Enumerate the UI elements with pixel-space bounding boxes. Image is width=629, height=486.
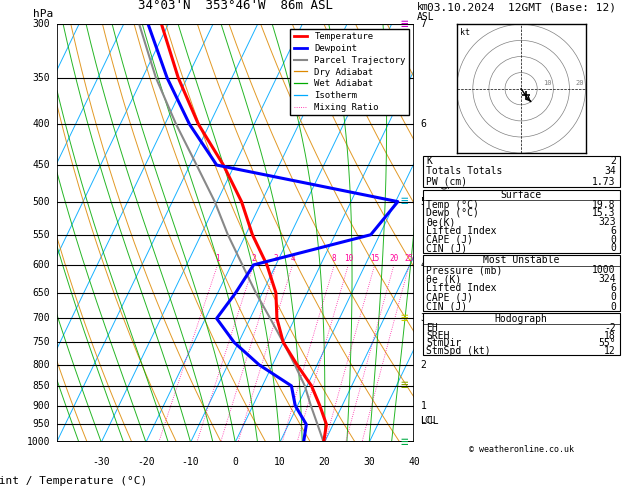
- Text: -30: -30: [92, 457, 110, 467]
- Text: 900: 900: [32, 400, 50, 411]
- Text: 300: 300: [32, 19, 50, 29]
- Text: -20: -20: [137, 457, 155, 467]
- Text: EH: EH: [426, 323, 438, 333]
- Text: ≡: ≡: [400, 195, 408, 208]
- Text: 450: 450: [32, 160, 50, 170]
- Text: 2: 2: [421, 360, 426, 370]
- Text: © weatheronline.co.uk: © weatheronline.co.uk: [469, 445, 574, 454]
- Text: 20: 20: [389, 254, 399, 263]
- Text: 20: 20: [319, 457, 330, 467]
- Text: 40: 40: [408, 457, 420, 467]
- Text: 1000: 1000: [593, 265, 616, 276]
- Text: 7: 7: [421, 19, 426, 29]
- Text: LCL: LCL: [421, 416, 438, 426]
- Text: 1000: 1000: [26, 437, 50, 447]
- Text: 25: 25: [404, 254, 414, 263]
- Text: ≡: ≡: [400, 312, 408, 325]
- Text: 2: 2: [252, 254, 256, 263]
- Text: 8: 8: [332, 254, 337, 263]
- Text: ≡: ≡: [400, 18, 408, 31]
- Text: 15.3: 15.3: [593, 208, 616, 218]
- Text: 30: 30: [364, 457, 375, 467]
- Text: 0: 0: [610, 243, 616, 253]
- Text: Dewp (°C): Dewp (°C): [426, 208, 479, 218]
- Text: Temp (°C): Temp (°C): [426, 200, 479, 209]
- Text: 323: 323: [598, 217, 616, 227]
- Text: 5: 5: [421, 197, 426, 207]
- Text: 34°03'N  353°46'W  86m ASL: 34°03'N 353°46'W 86m ASL: [138, 0, 333, 12]
- Text: 4: 4: [421, 260, 426, 270]
- Text: 400: 400: [32, 119, 50, 129]
- Text: 20: 20: [576, 81, 584, 87]
- Text: Mixing Ratio (g/kg): Mixing Ratio (g/kg): [440, 177, 450, 289]
- Text: 6: 6: [610, 283, 616, 294]
- Text: CAPE (J): CAPE (J): [426, 293, 474, 302]
- Text: 650: 650: [32, 288, 50, 298]
- Text: 55°: 55°: [598, 338, 616, 348]
- Text: 0: 0: [232, 457, 238, 467]
- Text: Hodograph: Hodograph: [494, 314, 548, 324]
- Text: 324: 324: [598, 275, 616, 284]
- Text: 10: 10: [543, 81, 552, 87]
- Text: 0: 0: [610, 235, 616, 244]
- Text: ≡: ≡: [400, 380, 408, 392]
- Text: 2: 2: [610, 156, 616, 166]
- Text: Dewpoint / Temperature (°C): Dewpoint / Temperature (°C): [0, 476, 148, 486]
- Text: 15: 15: [370, 254, 379, 263]
- Text: 500: 500: [32, 197, 50, 207]
- Text: 03.10.2024  12GMT (Base: 12): 03.10.2024 12GMT (Base: 12): [426, 2, 616, 12]
- Text: Totals Totals: Totals Totals: [426, 166, 503, 176]
- Text: CIN (J): CIN (J): [426, 301, 467, 312]
- Text: -2: -2: [604, 323, 616, 333]
- Text: 0: 0: [610, 301, 616, 312]
- Text: 750: 750: [32, 337, 50, 347]
- Text: 950: 950: [32, 419, 50, 430]
- Text: 1.73: 1.73: [593, 177, 616, 187]
- Text: 6: 6: [421, 119, 426, 129]
- Text: 34: 34: [604, 166, 616, 176]
- Text: 12: 12: [604, 346, 616, 356]
- Text: Lifted Index: Lifted Index: [426, 226, 497, 236]
- Text: 6: 6: [610, 226, 616, 236]
- Text: Pressure (mb): Pressure (mb): [426, 265, 503, 276]
- Text: -10: -10: [182, 457, 199, 467]
- Text: 4: 4: [290, 254, 295, 263]
- Text: CAPE (J): CAPE (J): [426, 235, 474, 244]
- Text: 800: 800: [32, 360, 50, 370]
- Text: CIN (J): CIN (J): [426, 243, 467, 253]
- Legend: Temperature, Dewpoint, Parcel Trajectory, Dry Adiabat, Wet Adiabat, Isotherm, Mi: Temperature, Dewpoint, Parcel Trajectory…: [290, 29, 409, 115]
- Text: 0: 0: [610, 293, 616, 302]
- Text: StmSpd (kt): StmSpd (kt): [426, 346, 491, 356]
- Text: 3: 3: [274, 254, 279, 263]
- Text: ≡: ≡: [400, 436, 408, 449]
- Text: 350: 350: [32, 73, 50, 83]
- Text: 19.8: 19.8: [593, 200, 616, 209]
- Text: 850: 850: [32, 381, 50, 391]
- Text: 550: 550: [32, 230, 50, 240]
- Text: 10: 10: [343, 254, 353, 263]
- Text: SREH: SREH: [426, 330, 450, 341]
- Text: Surface: Surface: [501, 190, 542, 200]
- Text: θe(K): θe(K): [426, 217, 456, 227]
- Text: 3: 3: [421, 313, 426, 324]
- Text: hPa: hPa: [33, 9, 53, 19]
- Text: StmDir: StmDir: [426, 338, 462, 348]
- Text: PW (cm): PW (cm): [426, 177, 467, 187]
- Text: km
ASL: km ASL: [417, 2, 435, 22]
- Text: Lifted Index: Lifted Index: [426, 283, 497, 294]
- Text: θe (K): θe (K): [426, 275, 462, 284]
- Text: 600: 600: [32, 260, 50, 270]
- Text: K: K: [426, 156, 432, 166]
- Text: kt: kt: [460, 28, 470, 36]
- Text: 700: 700: [32, 313, 50, 324]
- Text: 10: 10: [274, 457, 286, 467]
- Text: LCL: LCL: [421, 417, 435, 425]
- Text: Most Unstable: Most Unstable: [483, 256, 559, 265]
- Text: 1: 1: [421, 400, 426, 411]
- Text: 18: 18: [604, 330, 616, 341]
- Text: 1: 1: [215, 254, 220, 263]
